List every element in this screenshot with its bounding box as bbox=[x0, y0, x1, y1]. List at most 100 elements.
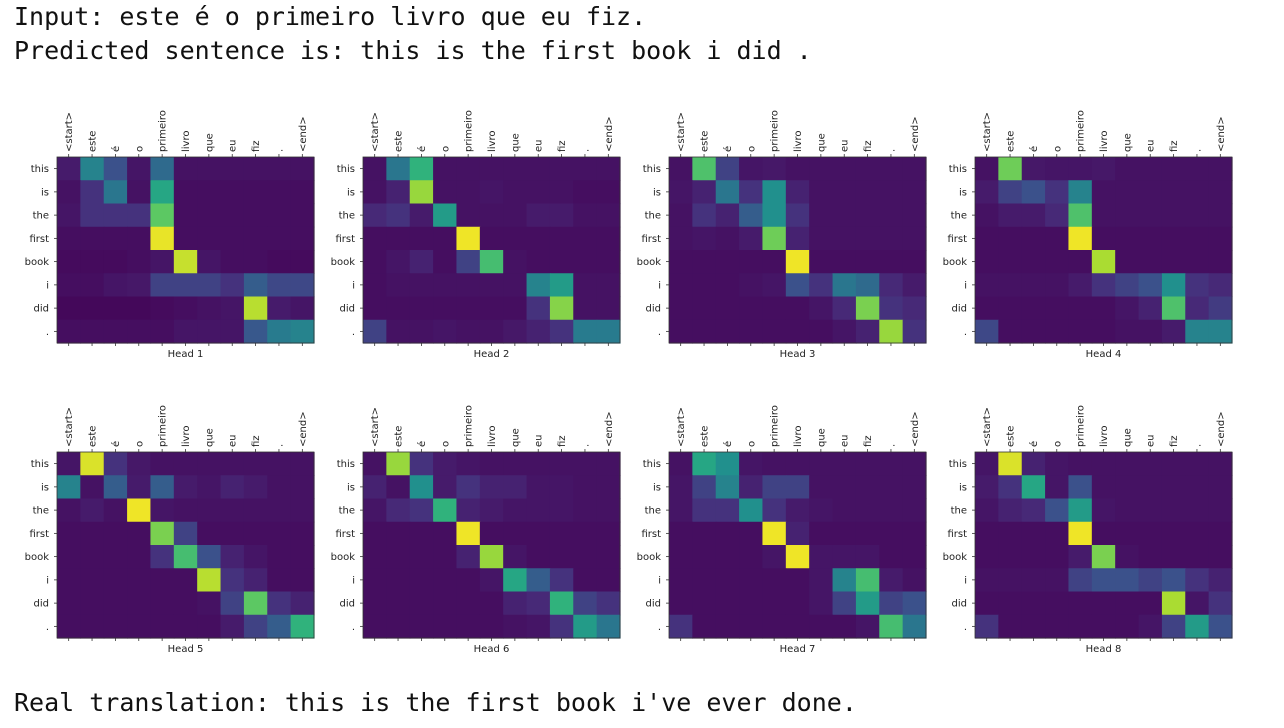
heatmap-cell bbox=[363, 498, 387, 523]
y-tick-label: i bbox=[658, 280, 661, 291]
heatmap-cell bbox=[80, 568, 105, 593]
heatmap-cell bbox=[1068, 521, 1093, 546]
heatmap-cell bbox=[1068, 475, 1093, 500]
heatmap-cell bbox=[1091, 498, 1116, 523]
heatmap-cell bbox=[902, 452, 927, 476]
heatmap-cell bbox=[596, 157, 621, 181]
heatmap-cell bbox=[975, 157, 999, 181]
y-tick-label: i bbox=[964, 575, 967, 586]
heatmap-cell bbox=[103, 319, 128, 344]
heatmap-cell bbox=[879, 452, 904, 476]
heatmap-cell bbox=[173, 226, 198, 251]
x-tick-label: livro bbox=[181, 131, 192, 152]
heatmap-cell bbox=[1208, 319, 1233, 344]
heatmap-cell bbox=[762, 157, 787, 181]
y-tick-label: the bbox=[951, 506, 967, 517]
heatmap-cell bbox=[1068, 250, 1093, 274]
heatmap-cell bbox=[669, 452, 693, 476]
heatmap-cell bbox=[879, 545, 904, 569]
heatmap-cell bbox=[526, 545, 551, 569]
y-tick-label: is bbox=[653, 482, 661, 493]
heatmap-cell bbox=[173, 250, 198, 274]
heatmap-cell bbox=[1045, 545, 1070, 569]
heatmap-cell bbox=[173, 545, 198, 569]
x-tick-label: que bbox=[510, 428, 521, 447]
heatmap-cell bbox=[1138, 521, 1163, 546]
heatmap-cell bbox=[549, 545, 574, 569]
heatmap-cell bbox=[739, 180, 764, 205]
y-tick-label: this bbox=[949, 459, 967, 470]
heatmap-cell bbox=[855, 203, 880, 228]
heatmap-cell bbox=[503, 203, 528, 228]
x-tick-label: . bbox=[274, 149, 285, 152]
heatmap-cell bbox=[1138, 226, 1163, 251]
x-tick-label: livro bbox=[1099, 426, 1110, 447]
heatmap-cell bbox=[879, 203, 904, 228]
heatmap-cell bbox=[80, 296, 105, 321]
heatmap-cell bbox=[103, 273, 128, 298]
heatmap-cell bbox=[762, 296, 787, 321]
heatmap-cell bbox=[127, 226, 152, 251]
heatmap-cell bbox=[692, 614, 717, 639]
heatmap-cell bbox=[975, 226, 999, 251]
heatmap-cell bbox=[1068, 545, 1093, 569]
heatmap-cell bbox=[715, 319, 740, 344]
heatmap-cell bbox=[290, 568, 315, 593]
x-tick-label: primeiro bbox=[770, 405, 781, 447]
heatmap-cell bbox=[526, 296, 551, 321]
real-translation: Real translation: this is the first book… bbox=[14, 688, 857, 717]
heatmap-cell bbox=[855, 568, 880, 593]
heatmap-cell bbox=[855, 521, 880, 546]
heatmap-cell bbox=[832, 521, 857, 546]
heatmap-panel: <start> este é o primeiro livro que eu fiz. <end>… bbox=[943, 405, 1233, 655]
heatmap-cell bbox=[80, 521, 105, 546]
heatmap-cell bbox=[386, 157, 411, 181]
heatmap-cell bbox=[1208, 296, 1233, 321]
heatmap-cell bbox=[409, 591, 434, 616]
heatmap-cell bbox=[692, 591, 717, 616]
heatmap-cell bbox=[809, 203, 834, 228]
x-tick-label: livro bbox=[487, 131, 498, 152]
heatmap-cell bbox=[855, 296, 880, 321]
heatmap-cell bbox=[1115, 568, 1140, 593]
y-tick-label: i bbox=[46, 280, 49, 291]
heatmap-cell bbox=[267, 498, 292, 523]
heatmap-cell bbox=[1045, 319, 1070, 344]
y-tick-label: did bbox=[646, 599, 661, 610]
heatmap-cell bbox=[762, 250, 787, 274]
heatmap-cell bbox=[150, 521, 175, 546]
x-tick-label: primeiro bbox=[1076, 110, 1087, 152]
heatmap-cell bbox=[1045, 498, 1070, 523]
heatmap-cell bbox=[1068, 614, 1093, 639]
heatmap-cell bbox=[197, 180, 222, 205]
heatmap-cell bbox=[1045, 568, 1070, 593]
x-tick-label: <end> bbox=[1216, 116, 1227, 152]
heatmap-cell bbox=[596, 226, 621, 251]
heatmap-cell bbox=[220, 203, 245, 228]
heatmap-cell bbox=[669, 296, 693, 321]
heatmap-cell bbox=[267, 568, 292, 593]
heatmap-cell bbox=[902, 521, 927, 546]
heatmap-cell bbox=[503, 545, 528, 569]
heatmap-cell bbox=[1045, 521, 1070, 546]
heatmap-cell bbox=[57, 250, 81, 274]
heatmap-cell bbox=[785, 452, 810, 476]
heatmap-cell bbox=[479, 203, 504, 228]
heatmap-cell bbox=[526, 226, 551, 251]
heatmap-cell bbox=[57, 521, 81, 546]
y-tick-label: did bbox=[952, 599, 967, 610]
x-tick-label: este bbox=[88, 426, 99, 447]
x-tick-label: é bbox=[416, 441, 428, 447]
heatmap-cell bbox=[1138, 614, 1163, 639]
heatmap-cell bbox=[363, 475, 387, 500]
x-tick-label: eu bbox=[534, 435, 545, 448]
x-tick-label: o bbox=[746, 441, 757, 447]
x-tick-label: . bbox=[274, 444, 285, 447]
heatmap-cell bbox=[1021, 475, 1046, 500]
x-tick-label: que bbox=[204, 133, 215, 152]
heatmap-cell bbox=[526, 273, 551, 298]
y-tick-label: this bbox=[949, 164, 967, 175]
heatmap-cell bbox=[80, 545, 105, 569]
heatmap-cell bbox=[290, 203, 315, 228]
